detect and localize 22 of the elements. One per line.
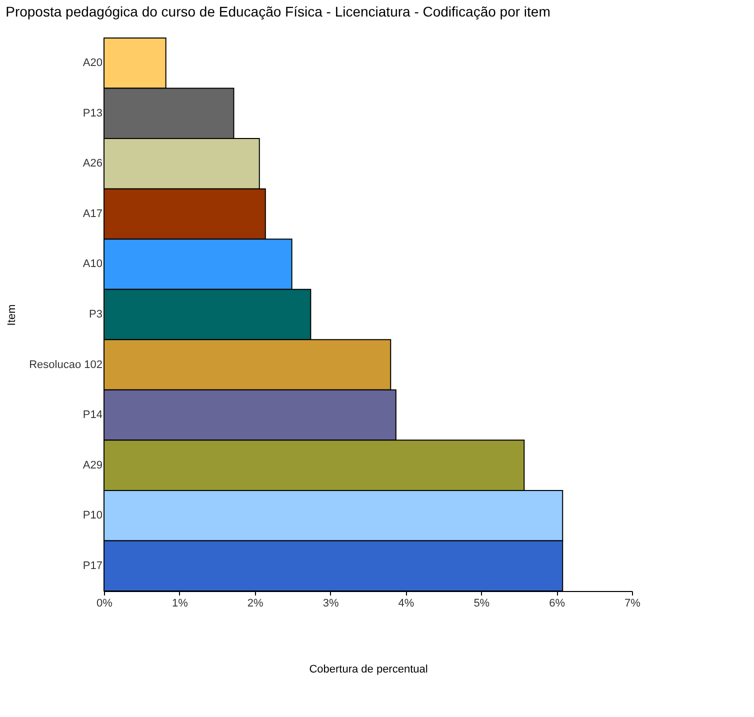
x-tick-label: 1% xyxy=(172,598,188,610)
x-tick-label: 7% xyxy=(624,598,641,610)
y-tick-label: Resolucao 102 xyxy=(29,358,102,371)
y-tick-label: A17 xyxy=(82,208,102,220)
x-tick-label: 0% xyxy=(96,598,113,610)
chart-title: Proposta pedagógica do curso de Educação Física - Licenciatura - Codificação por item xyxy=(6,4,550,20)
y-tick-label: A26 xyxy=(82,158,102,170)
y-tick-label: P3 xyxy=(89,308,102,320)
x-tick-label: 4% xyxy=(398,598,414,610)
y-tick-label: P10 xyxy=(82,510,102,522)
y-tick-label: P13 xyxy=(82,107,102,120)
x-axis-title: Cobertura de percentual xyxy=(309,664,428,676)
y-tick-label: P17 xyxy=(82,560,102,572)
x-tick-label: 3% xyxy=(322,598,339,610)
y-tick-label: P14 xyxy=(82,409,102,422)
x-tick-label: 2% xyxy=(247,598,264,610)
y-axis-title: Item xyxy=(6,304,18,326)
x-tick-label: 5% xyxy=(474,598,490,610)
y-tick-label: A10 xyxy=(82,258,102,270)
y-tick-label: A20 xyxy=(82,57,102,70)
x-tick-label: 6% xyxy=(549,598,566,610)
y-tick-label: A29 xyxy=(82,459,102,472)
